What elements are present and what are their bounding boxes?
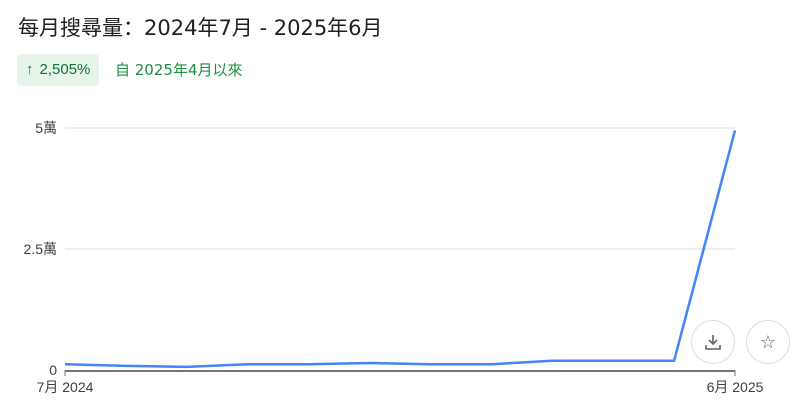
arrow-up-icon: ↑ — [26, 61, 34, 78]
x-tick-label: 7月 2024 — [37, 379, 94, 395]
change-percent: 2,505% — [39, 61, 91, 78]
star-icon: ☆ — [759, 331, 777, 352]
download-button[interactable] — [691, 320, 735, 364]
y-tick-label: 0 — [49, 362, 57, 378]
change-since: 自 2025年4月以來 — [115, 61, 243, 79]
y-tick-label: 5萬 — [35, 120, 57, 136]
chart-title: 每月搜尋量：2024年7月 - 2025年6月 — [18, 16, 383, 40]
series-line — [64, 130, 737, 369]
star-button[interactable]: ☆ — [746, 320, 790, 364]
x-tick-label: 6月 2025 — [707, 379, 764, 395]
y-tick-label: 2.5萬 — [24, 241, 57, 257]
change-badge: ↑ 2,505% — [17, 54, 100, 86]
download-icon — [705, 335, 721, 350]
